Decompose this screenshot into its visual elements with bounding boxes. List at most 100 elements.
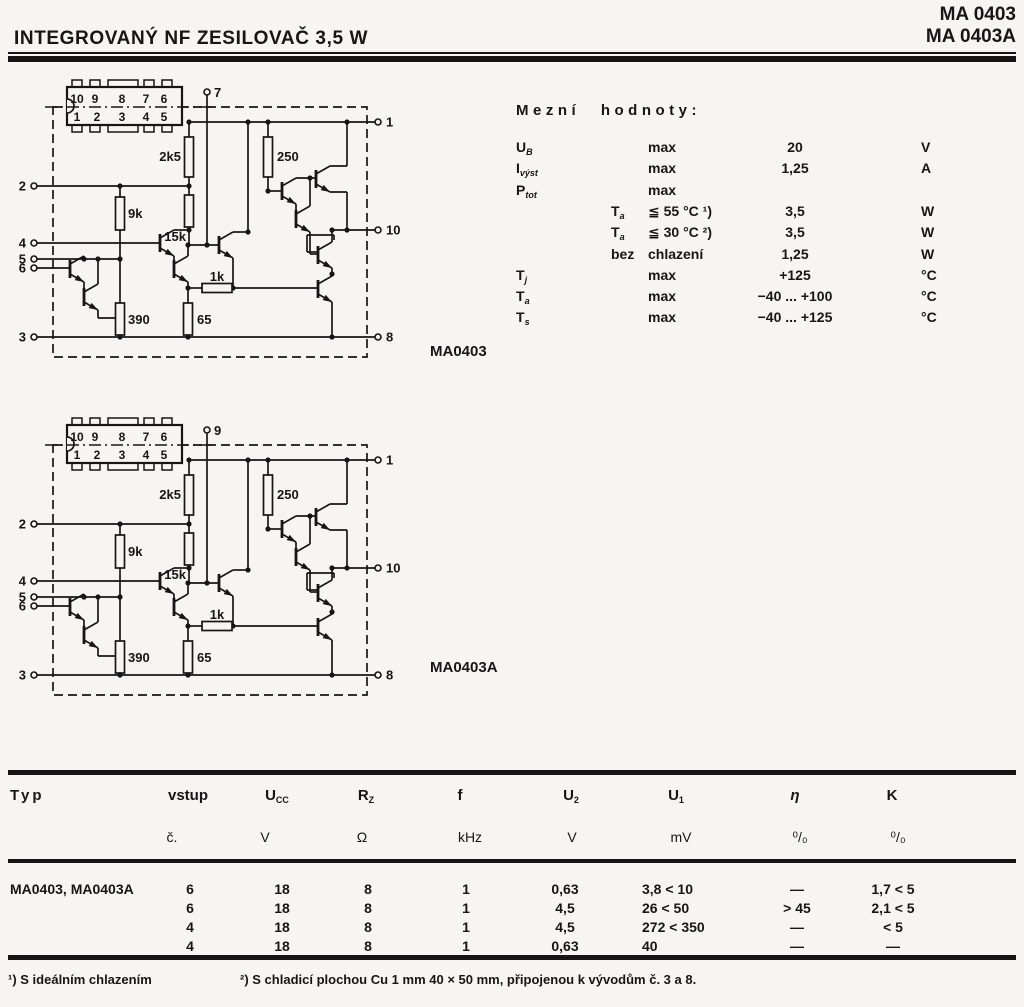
col-header: K <box>886 787 898 804</box>
junction-dot <box>95 256 101 262</box>
terminal-pin-3: 3 <box>19 330 38 345</box>
limit-unit: °C <box>921 288 937 304</box>
limit-condition: chlazení <box>648 246 704 262</box>
limit-row: Ts max −40 ... +125 °C <box>516 309 986 329</box>
limit-unit: W <box>921 224 935 240</box>
package-pin-number: 5 <box>161 448 168 462</box>
junction-dot <box>117 183 123 189</box>
table-cell: 4,5 <box>555 900 575 916</box>
junction-dot <box>329 227 335 233</box>
table-cell: 18 <box>274 919 290 935</box>
page-title: INTEGROVANÝ NF ZESILOVAČ 3,5 W <box>14 28 369 49</box>
schematic-ma0403a: 2k5 250 9k 15k 390 65 1k 10 9 8 7 6 1 2 3 4 5 2 4 5 6 3 1 10 8 9 <box>10 400 480 710</box>
terminal-pin-2: 2 <box>19 517 38 532</box>
limit-symbol: Ptot <box>516 182 537 200</box>
package-pin-number: 2 <box>94 448 101 462</box>
resistor-15k: 15k <box>164 194 195 244</box>
svg-text:2: 2 <box>19 179 26 194</box>
junction-dot <box>329 609 335 615</box>
svg-text:390: 390 <box>128 312 150 327</box>
junction-dot <box>186 565 192 571</box>
table-cell: 4 <box>186 919 194 935</box>
col-header: f <box>457 787 463 804</box>
resistor-1k: 1k <box>201 269 233 294</box>
junction-dot <box>344 457 350 463</box>
junction-dot <box>185 242 191 248</box>
col-unit: ⁰/₀ <box>792 829 808 845</box>
table-cell: 40 <box>642 938 658 954</box>
resistor-1k: 1k <box>201 607 233 632</box>
table-cell: 8 <box>364 919 372 935</box>
table-cell: 0,63 <box>551 881 579 897</box>
package-pin-number: 4 <box>143 110 150 124</box>
table-cell: — <box>790 881 804 897</box>
resistor-250: 250 <box>262 136 299 178</box>
junction-dot <box>344 565 350 571</box>
part-number-top: MA 0403 <box>939 4 1016 25</box>
package-pin-number: 2 <box>94 110 101 124</box>
svg-text:4: 4 <box>19 236 27 251</box>
limit-symbol: Tj <box>516 267 528 285</box>
limit-unit: °C <box>921 267 937 283</box>
junction-dot <box>185 623 191 629</box>
transistor <box>316 579 333 607</box>
junction-dot <box>186 183 192 189</box>
svg-text:15k: 15k <box>164 567 186 582</box>
transistor <box>316 613 333 641</box>
table-cell: 18 <box>274 900 290 916</box>
limit-condition: max <box>648 139 677 155</box>
package-pin-number: 8 <box>119 92 126 106</box>
limit-row: bez chlazení 1,25 W <box>516 246 986 266</box>
ic-package: 10 9 8 7 6 1 2 3 4 5 <box>45 417 213 471</box>
table-cell: 6 <box>186 881 194 897</box>
svg-text:4: 4 <box>19 574 27 589</box>
resistor-2k5: 2k5 <box>159 474 195 516</box>
terminal-pin-8: 8 <box>374 668 393 683</box>
junction-dot <box>186 521 192 527</box>
terminal-pin-4: 4 <box>19 574 38 589</box>
svg-text:7: 7 <box>214 85 221 100</box>
svg-text:1: 1 <box>386 453 393 468</box>
svg-text:3: 3 <box>19 668 26 683</box>
svg-text:15k: 15k <box>164 229 186 244</box>
svg-text:2k5: 2k5 <box>159 487 181 502</box>
terminal-pin-2: 2 <box>19 179 38 194</box>
package-pin-number: 3 <box>119 448 126 462</box>
limit-row: Ta max −40 ... +100 °C <box>516 288 986 308</box>
table-cell: 1 <box>462 919 470 935</box>
terminal-pin-1: 1 <box>374 115 393 130</box>
junction-dot <box>344 227 350 233</box>
terminal-pin-9: 9 <box>203 423 221 438</box>
junction-dot <box>245 119 251 125</box>
table-rule-top <box>8 770 1016 775</box>
limit-row: Ptot max <box>516 182 986 202</box>
svg-text:10: 10 <box>386 223 400 238</box>
junction-dot <box>95 594 101 600</box>
transistor <box>172 255 189 283</box>
limit-unit: W <box>921 203 935 219</box>
table-row-label: MA0403, MA0403A <box>10 881 134 897</box>
junction-dot <box>307 175 313 181</box>
schematic-caption-ma0403a: MA0403A <box>430 659 498 676</box>
resistor-250: 250 <box>262 474 299 516</box>
resistor-9k: 9k <box>114 534 143 569</box>
limit-value: 3,5 <box>785 203 805 219</box>
package-pin-number: 7 <box>143 92 150 106</box>
limit-row: Ta ≦ 30 °C ²) 3,5 W <box>516 224 986 244</box>
junction-dot <box>329 565 335 571</box>
junction-dot <box>265 188 271 194</box>
terminal-pin-7: 7 <box>203 85 221 100</box>
table-cell: 18 <box>274 938 290 954</box>
limit-condition-symbol: Ta <box>611 224 625 242</box>
junction-dot <box>186 227 192 233</box>
junction-dot <box>265 119 271 125</box>
svg-text:9: 9 <box>214 423 221 438</box>
limit-unit: A <box>921 160 932 176</box>
transistor <box>217 569 234 597</box>
table-rule-middle <box>8 859 1016 863</box>
table-cell: 1 <box>462 900 470 916</box>
limit-symbol: Ts <box>516 309 530 327</box>
table-cell: 1 <box>462 881 470 897</box>
svg-text:2k5: 2k5 <box>159 149 181 164</box>
col-unit: mV <box>670 829 692 845</box>
